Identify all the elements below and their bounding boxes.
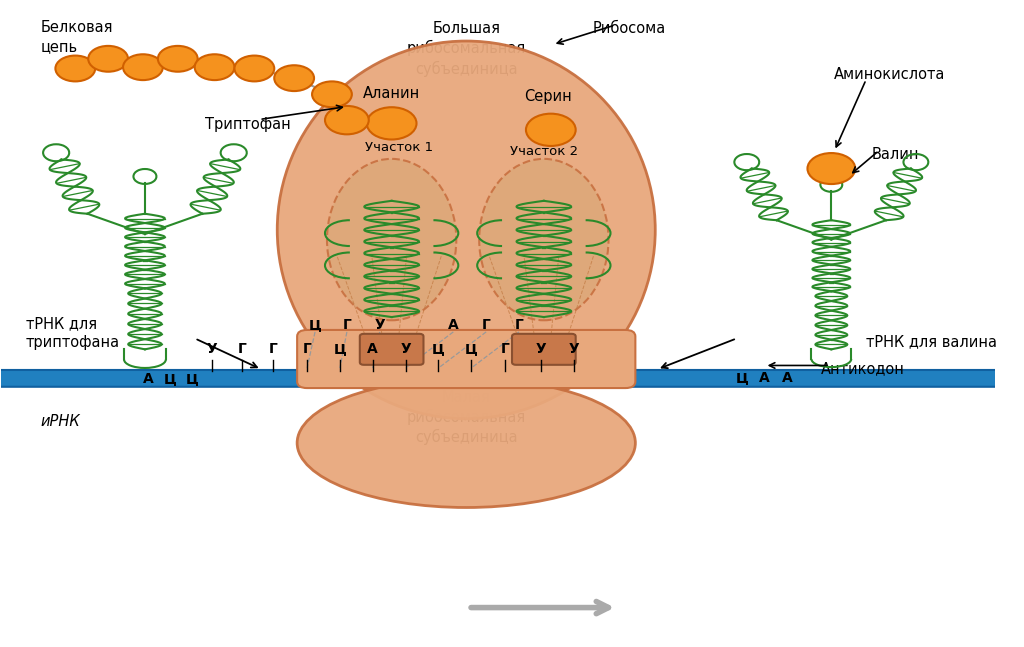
Circle shape — [274, 65, 314, 91]
Text: Триптофан: Триптофан — [205, 117, 291, 132]
Text: А: А — [142, 372, 154, 386]
Ellipse shape — [327, 159, 457, 320]
Circle shape — [195, 54, 234, 80]
FancyBboxPatch shape — [0, 370, 997, 387]
Text: У: У — [568, 342, 579, 356]
Text: Г: Г — [303, 342, 311, 356]
Text: Серин: Серин — [524, 89, 571, 104]
Text: Рибосома: Рибосома — [593, 21, 666, 36]
Circle shape — [526, 114, 575, 146]
Text: Г: Г — [501, 342, 510, 356]
Text: У: У — [206, 342, 217, 356]
Text: Г: Г — [481, 318, 490, 333]
Text: Большая
рибосомальная
субъединица: Большая рибосомальная субъединица — [407, 21, 526, 76]
Text: У: У — [375, 318, 385, 333]
Text: тРНК для
триптофана: тРНК для триптофана — [26, 316, 120, 350]
Text: У: У — [400, 342, 411, 356]
Circle shape — [88, 46, 128, 72]
Text: Аланин: Аланин — [364, 86, 420, 101]
Text: тРНК для валина: тРНК для валина — [866, 334, 997, 349]
Circle shape — [234, 56, 274, 82]
Ellipse shape — [297, 378, 635, 507]
Text: Малая
рибосомальная
субъединица: Малая рибосомальная субъединица — [407, 389, 526, 444]
Text: Г: Г — [342, 318, 351, 333]
Text: Ц: Ц — [164, 372, 176, 386]
Text: Ц: Ц — [334, 342, 346, 356]
FancyBboxPatch shape — [512, 334, 575, 365]
Text: Участок 2: Участок 2 — [510, 144, 578, 158]
FancyBboxPatch shape — [297, 330, 635, 388]
Text: Ц: Ц — [735, 371, 749, 386]
Text: Антикодон: Антикодон — [821, 361, 905, 376]
Text: Г: Г — [269, 342, 278, 356]
Text: А: А — [368, 342, 378, 356]
Circle shape — [123, 54, 163, 80]
Text: Белковая
цепь: Белковая цепь — [41, 20, 113, 54]
Text: Ц: Ц — [465, 342, 477, 356]
Text: А: А — [447, 318, 459, 333]
Text: иРНК: иРНК — [41, 414, 80, 429]
Text: Участок 1: Участок 1 — [365, 140, 433, 154]
Circle shape — [325, 106, 369, 135]
Circle shape — [158, 46, 198, 72]
Text: Ц: Ц — [432, 342, 444, 356]
Text: Аминокислота: Аминокислота — [835, 67, 946, 82]
Circle shape — [312, 82, 352, 107]
FancyBboxPatch shape — [359, 334, 424, 365]
Text: Ц: Ц — [185, 372, 198, 386]
Circle shape — [808, 153, 855, 184]
Text: Валин: Валин — [871, 147, 919, 162]
Ellipse shape — [479, 159, 608, 320]
Circle shape — [55, 56, 95, 82]
Text: А: А — [760, 371, 770, 386]
Text: Г: Г — [514, 318, 523, 333]
Text: Ц: Ц — [308, 318, 322, 333]
Text: А: А — [782, 371, 793, 386]
Text: У: У — [536, 342, 546, 356]
Ellipse shape — [278, 41, 655, 419]
Text: Г: Г — [238, 342, 247, 356]
Circle shape — [367, 107, 417, 140]
